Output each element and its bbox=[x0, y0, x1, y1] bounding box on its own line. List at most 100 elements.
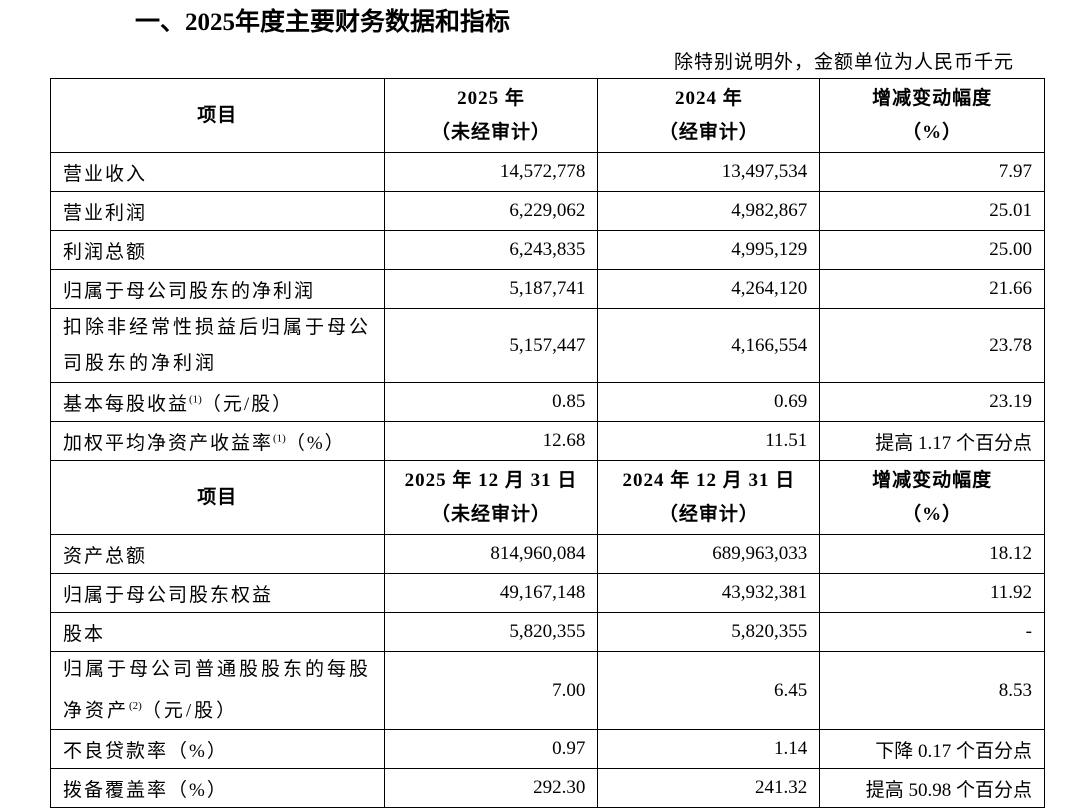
value-cell: 5,820,355 bbox=[383, 612, 599, 652]
header-cell: 增减变动幅度 （%） bbox=[819, 460, 1045, 535]
data-row: 营业利润 6,229,062 4,982,867 25.01 bbox=[50, 191, 1045, 231]
header-line: （经审计） bbox=[658, 121, 759, 143]
value-cell: 提高 50.98 个百分点 bbox=[819, 768, 1045, 809]
value-cell: 14,572,778 bbox=[383, 152, 599, 192]
row-label: 营业利润 bbox=[50, 191, 385, 231]
footnote-ref: (1) bbox=[273, 432, 286, 445]
header-line: 2024 年 12 月 31 日 bbox=[622, 469, 796, 491]
value-cell: - bbox=[819, 612, 1045, 652]
header-cell: 2025 年 12 月 31 日 （未经审计） bbox=[383, 460, 599, 535]
label-text: 拨备覆盖率（%） bbox=[63, 779, 228, 801]
value-cell: 0.85 bbox=[383, 382, 599, 422]
value-cell: 下降 0.17 个百分点 bbox=[819, 729, 1045, 770]
value-cell: 814,960,084 bbox=[383, 534, 599, 574]
value-cell: 4,166,554 bbox=[597, 308, 821, 383]
value-cell: 21.66 bbox=[819, 269, 1045, 309]
row-label: 营业收入 bbox=[50, 152, 385, 192]
row-label: 基本每股收益(1)（元/股） bbox=[50, 382, 385, 422]
label-text: 归属于母公司股东权益 bbox=[63, 584, 274, 606]
label-text: 加权平均净资产收益率 bbox=[63, 432, 274, 454]
header-line: 增减变动幅度 bbox=[872, 87, 993, 109]
value-cell: 1.14 bbox=[597, 729, 821, 770]
value-cell: 11.92 bbox=[819, 573, 1045, 613]
row-label: 归属于母公司普通股股东的每股净资产(2)（元/股） bbox=[50, 650, 385, 731]
label-text: 归属于母公司普通股股东的每股净资产 bbox=[63, 659, 372, 722]
row-label: 股本 bbox=[50, 612, 385, 652]
label-text: 股本 bbox=[63, 623, 106, 645]
footnote-ref: (2) bbox=[129, 700, 142, 712]
value-cell: 7.97 bbox=[819, 152, 1045, 192]
data-row: 归属于母公司普通股股东的每股净资产(2)（元/股） 7.00 6.45 8.53 bbox=[50, 650, 1045, 731]
data-row: 加权平均净资产收益率(1)（%） 12.68 11.51 提高 1.17 个百分点 bbox=[50, 421, 1045, 461]
label-text: 扣除非经常性损益后归属于母公司股东的净利润 bbox=[63, 316, 372, 374]
data-row: 基本每股收益(1)（元/股） 0.85 0.69 23.19 bbox=[50, 382, 1045, 422]
header-line: （未经审计） bbox=[430, 121, 551, 143]
unit-note: 除特别说明外，金额单位为人民币千元 bbox=[673, 52, 1014, 73]
row-label: 归属于母公司股东权益 bbox=[50, 573, 385, 613]
value-cell: 4,982,867 bbox=[597, 191, 821, 231]
header-cell: 增减变动幅度 （%） bbox=[819, 78, 1045, 153]
value-cell: 25.01 bbox=[819, 191, 1045, 231]
header-line: （经审计） bbox=[658, 503, 759, 525]
label-text: 营业收入 bbox=[63, 163, 148, 185]
value-cell: 8.53 bbox=[819, 650, 1045, 731]
data-row: 拨备覆盖率（%） 292.30 241.32 提高 50.98 个百分点 bbox=[50, 768, 1045, 809]
value-cell: 6.45 bbox=[597, 650, 821, 731]
row-label: 利润总额 bbox=[50, 230, 385, 270]
value-cell: 5,187,741 bbox=[383, 269, 599, 309]
label-unit: （元/股） bbox=[141, 700, 239, 722]
header-line: 增减变动幅度 bbox=[872, 469, 993, 491]
data-row: 资产总额 814,960,084 689,963,033 18.12 bbox=[50, 534, 1045, 574]
value-cell: 5,820,355 bbox=[597, 612, 821, 652]
value-cell: 25.00 bbox=[819, 230, 1045, 270]
value-cell: 7.00 bbox=[383, 650, 599, 731]
data-row: 营业收入 14,572,778 13,497,534 7.97 bbox=[50, 152, 1045, 192]
value-cell: 43,932,381 bbox=[597, 573, 821, 613]
value-cell: 6,243,835 bbox=[383, 230, 599, 270]
value-cell: 292.30 bbox=[383, 768, 599, 809]
data-row: 利润总额 6,243,835 4,995,129 25.00 bbox=[50, 230, 1045, 270]
header-row: 项目 2025 年 12 月 31 日 （未经审计） 2024 年 12 月 31 日… bbox=[50, 460, 1045, 535]
label-text: 营业利润 bbox=[63, 202, 148, 224]
header-line: （%） bbox=[902, 503, 963, 525]
row-label: 不良贷款率（%） bbox=[50, 729, 385, 770]
value-cell: 12.68 bbox=[383, 421, 599, 461]
data-row: 扣除非经常性损益后归属于母公司股东的净利润 5,157,447 4,166,554 2… bbox=[50, 308, 1045, 383]
row-label: 扣除非经常性损益后归属于母公司股东的净利润 bbox=[50, 308, 385, 383]
value-cell: 23.19 bbox=[819, 382, 1045, 422]
row-label: 资产总额 bbox=[50, 534, 385, 574]
value-cell: 49,167,148 bbox=[383, 573, 599, 613]
value-cell: 6,229,062 bbox=[383, 191, 599, 231]
value-cell: 提高 1.17 个百分点 bbox=[819, 421, 1045, 461]
label-text: 利润总额 bbox=[63, 241, 148, 263]
value-cell: 241.32 bbox=[597, 768, 821, 809]
header-line: 2025 年 bbox=[457, 87, 525, 109]
header-line: 2025 年 12 月 31 日 bbox=[404, 469, 578, 491]
value-cell: 4,995,129 bbox=[597, 230, 821, 270]
data-row: 归属于母公司股东的净利润 5,187,741 4,264,120 21.66 bbox=[50, 269, 1045, 309]
label-text: 资产总额 bbox=[63, 545, 148, 567]
header-row: 项目 2025 年 （未经审计） 2024 年 （经审计） 增减变动幅度 （%） bbox=[50, 78, 1045, 153]
value-cell: 18.12 bbox=[819, 534, 1045, 574]
row-label: 加权平均净资产收益率(1)（%） bbox=[50, 421, 385, 461]
header-cell: 2025 年 （未经审计） bbox=[383, 78, 599, 153]
value-cell: 0.97 bbox=[383, 729, 599, 770]
header-cell: 2024 年 （经审计） bbox=[597, 78, 821, 153]
label-unit: （%） bbox=[285, 432, 346, 454]
row-label: 拨备覆盖率（%） bbox=[50, 768, 385, 809]
data-row: 股本 5,820,355 5,820,355- bbox=[50, 612, 1045, 652]
financial-table: 项目 2025 年 （未经审计） 2024 年 （经审计） 增减变动幅度 （%） 营业收入 14… bbox=[50, 78, 1045, 809]
header-line: （%） bbox=[902, 121, 963, 143]
label-text: 不良贷款率（%） bbox=[63, 740, 228, 762]
label-text: 基本每股收益 bbox=[63, 393, 190, 415]
value-cell: 13,497,534 bbox=[597, 152, 821, 192]
footnote-ref: (1) bbox=[189, 393, 202, 406]
header-line: （未经审计） bbox=[430, 503, 551, 525]
value-cell: 4,264,120 bbox=[597, 269, 821, 309]
doc-title: 一、2025年度主要财务数据和指标 bbox=[135, 9, 511, 36]
header-cell: 项目 bbox=[50, 78, 385, 153]
label-text: 归属于母公司股东的净利润 bbox=[63, 280, 316, 302]
header-cell: 项目 bbox=[50, 460, 385, 535]
label-unit: （元/股） bbox=[201, 393, 294, 415]
